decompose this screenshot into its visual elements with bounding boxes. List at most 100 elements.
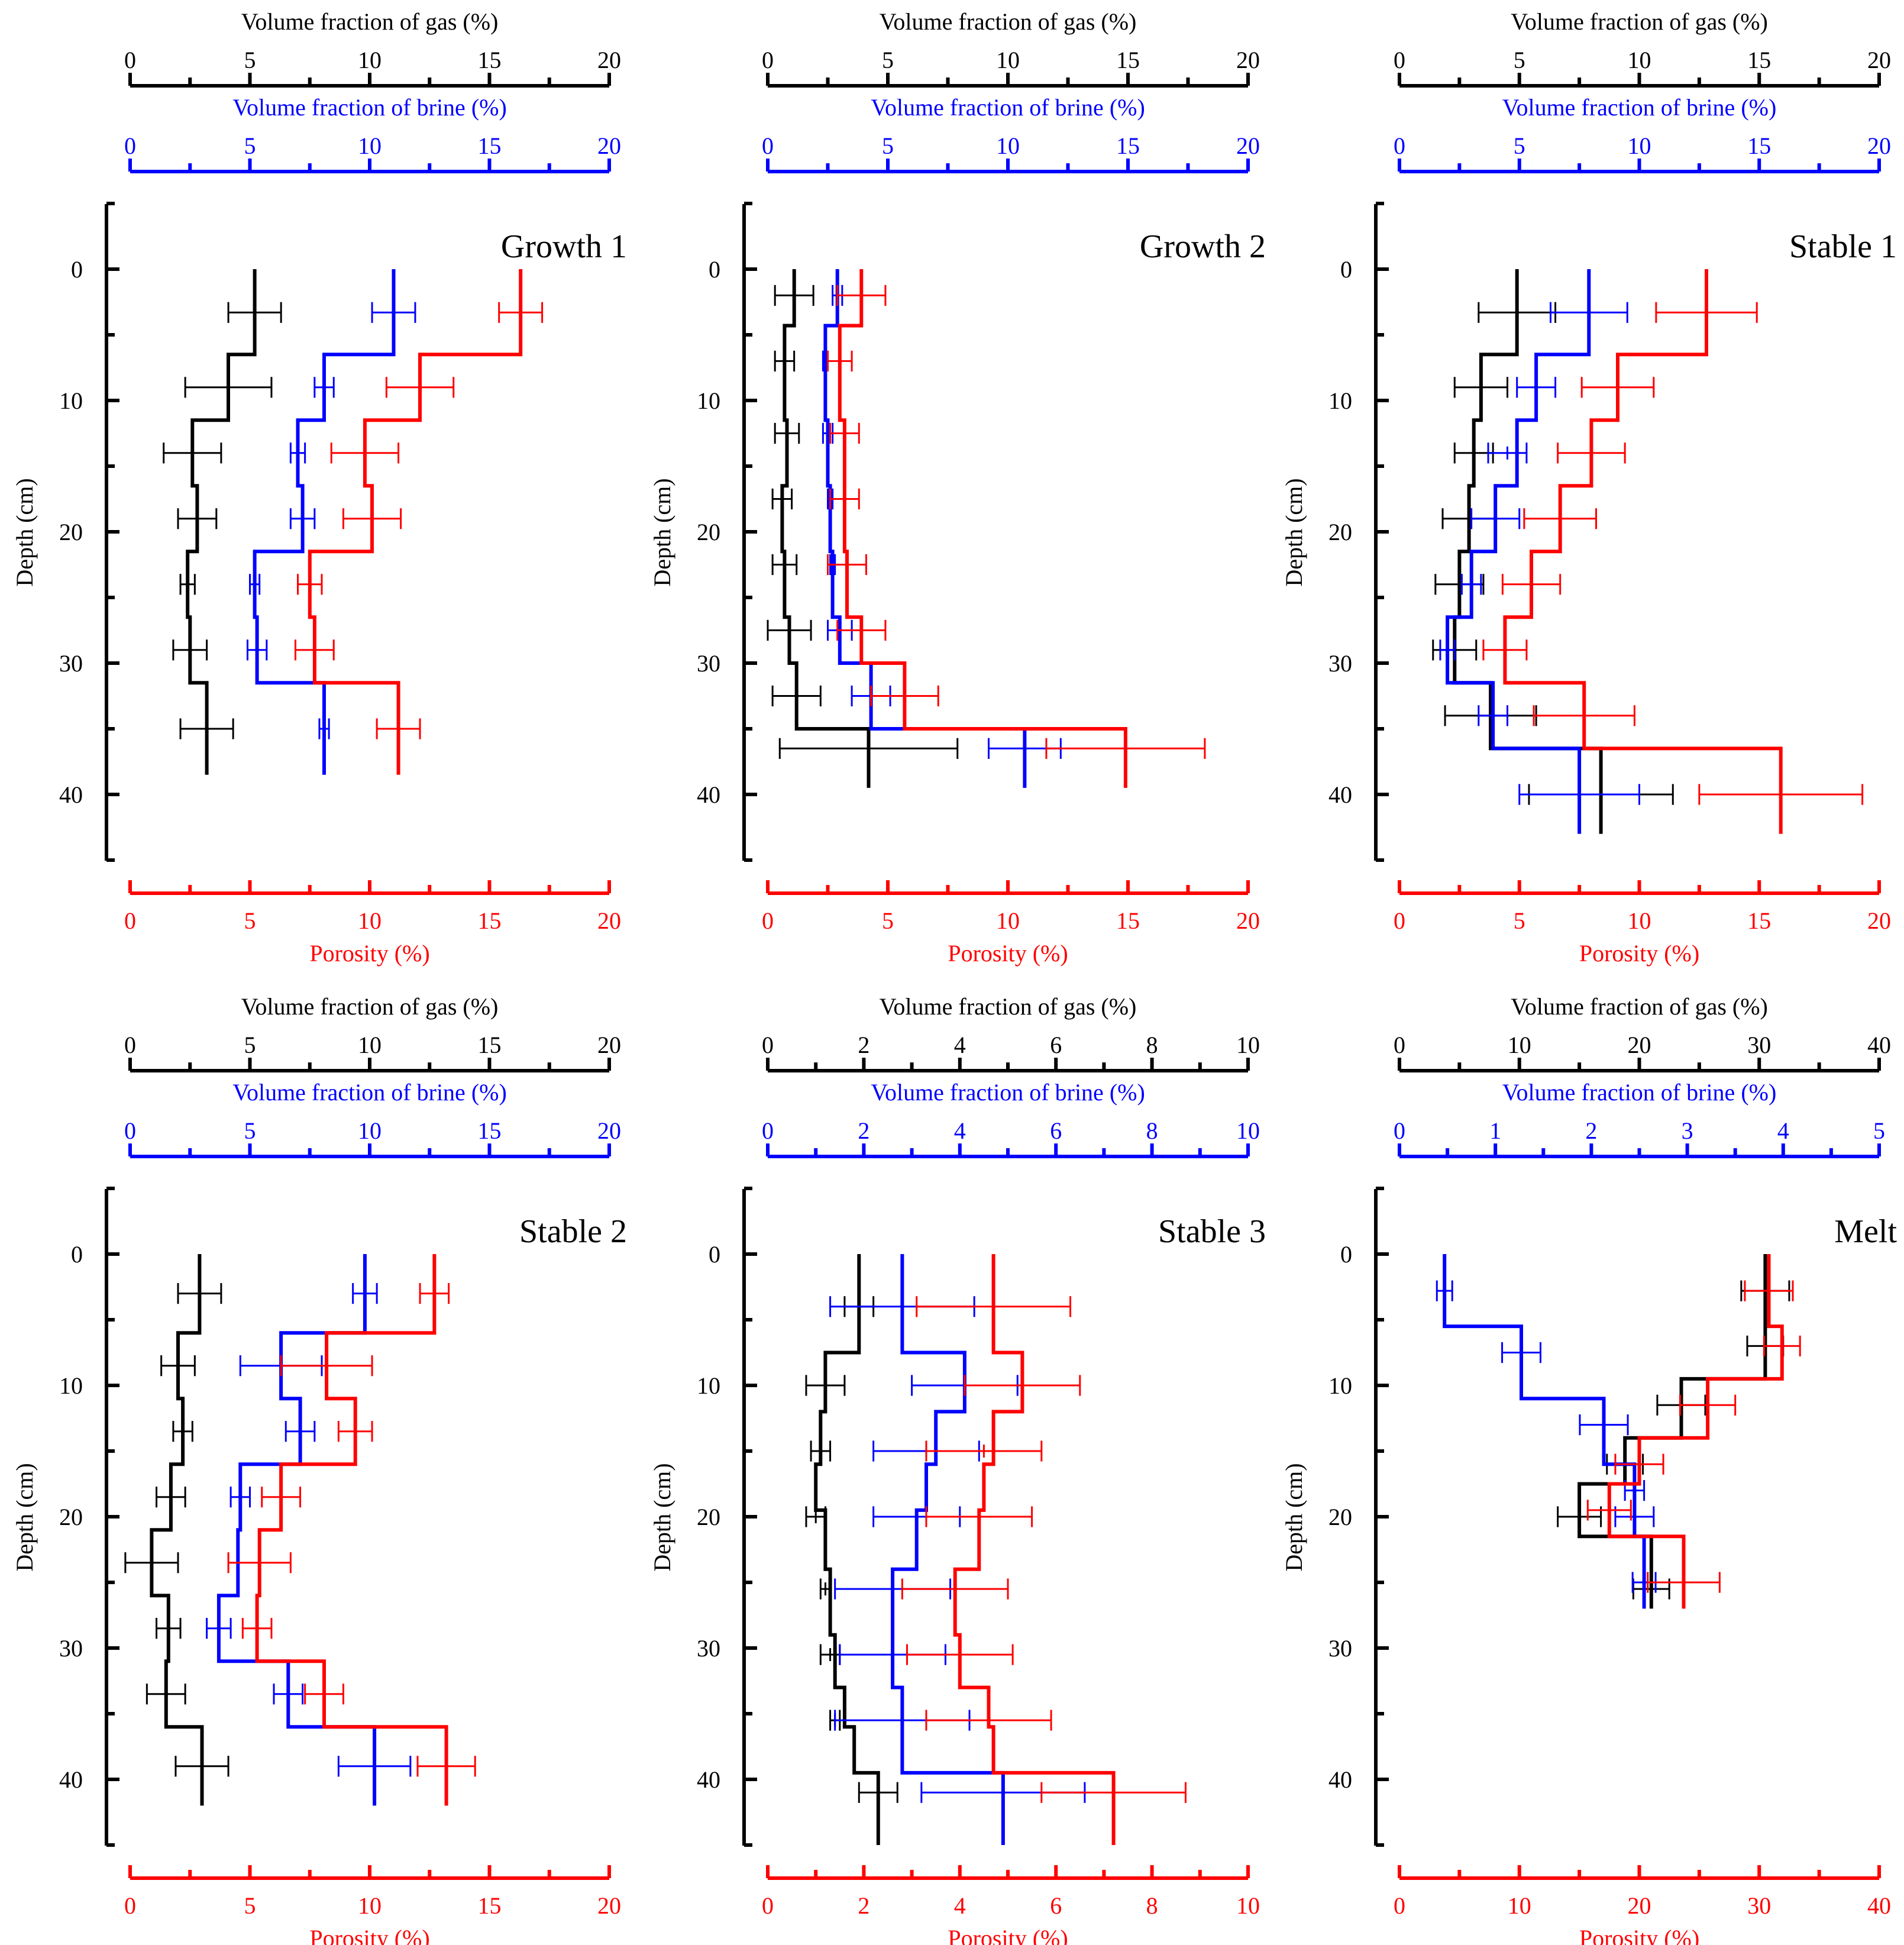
porosity-axis-title: Porosity (%) [948,1925,1068,1945]
porosity-tick-label: 0 [124,907,136,934]
brine-error-bar [229,1487,251,1508]
panel-title: Melt [1834,1213,1897,1250]
brine-error-bar [1487,442,1528,464]
depth-tick-label: 30 [697,650,720,677]
panel-3: 0 5 10 15 20 Volume fraction of gas (%) 0 5 10 15… [1281,8,1897,967]
gas-error-bar [160,1355,196,1377]
gas-error-bar [805,1506,826,1527]
brine-error-bar [1516,377,1557,398]
brine-tick-label: 20 [1867,133,1891,159]
depth-tick-label: 30 [59,1635,83,1662]
gas-error-bar [771,685,822,707]
depth-tick-label: 0 [71,1241,83,1268]
gas-error-bar [819,1578,832,1600]
porosity-error-bar [419,1283,450,1304]
brine-error-bar [206,1618,232,1639]
porosity-tick-label: 15 [1116,907,1140,934]
gas-tick-label: 2 [858,1032,869,1058]
brine-error-bar [313,377,335,398]
depth-tick-label: 40 [1328,1766,1352,1793]
gas-error-bar [177,508,218,529]
gas-tick-label: 15 [478,1032,502,1058]
depth-tick-label: 40 [59,781,83,808]
brine-tick-label: 15 [478,1117,502,1144]
gas-error-bar [156,1618,182,1639]
porosity-error-bar [1586,1500,1632,1521]
brine-tick-label: 0 [762,1117,774,1144]
depth-tick-label: 10 [59,387,83,414]
depth-tick-label: 30 [1328,650,1352,677]
gas-error-bar [771,554,798,576]
depth-tick-label: 10 [697,387,720,414]
porosity-tick-label: 10 [1628,907,1651,934]
gas-error-bar [778,738,959,759]
gas-tick-label: 40 [1867,1032,1891,1058]
porosity-tick-label: 10 [1508,1892,1531,1919]
gas-tick-label: 15 [478,47,502,73]
porosity-axis-title: Porosity (%) [309,1925,429,1945]
porosity-tick-label: 20 [597,907,621,934]
gas-tick-label: 5 [882,47,894,73]
porosity-tick-label: 15 [1747,907,1771,934]
brine-error-bar [318,718,330,739]
gas-error-bar [146,1684,186,1705]
porosity-error-bar [1580,377,1655,398]
gas-profile-line [150,1254,204,1806]
porosity-axis-title: Porosity (%) [309,940,429,967]
porosity-error-bar [297,574,323,595]
brine-tick-label: 5 [1514,133,1525,159]
brine-profile-line [1443,1254,1646,1609]
porosity-tick-label: 10 [996,907,1020,934]
brine-profile-line [216,1254,377,1806]
porosity-tick-label: 15 [478,907,502,934]
gas-axis-title: Volume fraction of gas (%) [880,8,1137,35]
porosity-tick-label: 10 [358,907,382,934]
brine-tick-label: 20 [597,1117,621,1144]
porosity-error-bar [280,1355,373,1377]
brine-profile-line [823,269,1027,788]
brine-tick-label: 3 [1682,1117,1693,1144]
porosity-error-bar [1614,1453,1664,1475]
porosity-tick-label: 0 [124,1892,136,1919]
gas-tick-label: 8 [1146,1032,1158,1058]
gas-tick-label: 15 [1747,47,1771,73]
depth-tick-label: 20 [59,519,83,545]
depth-tick-label: 30 [1328,1635,1352,1662]
porosity-error-bar [827,350,853,371]
depth-axis-title: Depth (cm) [1281,478,1307,586]
porosity-error-bar [1647,1572,1721,1593]
brine-axis-title: Volume fraction of brine (%) [1502,94,1777,121]
gas-tick-label: 4 [954,1032,966,1058]
brine-error-bar [1518,784,1640,805]
porosity-profile-line [255,1254,448,1806]
gas-error-bar [172,1421,193,1442]
gas-error-bar [774,350,796,371]
porosity-tick-label: 0 [762,907,774,934]
brine-error-bar [249,574,261,595]
gas-tick-label: 6 [1050,1032,1062,1058]
panel-2: 0 5 10 15 20 Volume fraction of gas (%) 0 5 10 15… [649,8,1266,967]
depth-tick-label: 0 [709,256,720,283]
brine-error-bar [273,1684,304,1705]
porosity-profile-line [838,269,1127,788]
porosity-tick-label: 8 [1146,1892,1158,1919]
gas-tick-label: 0 [1394,1032,1405,1058]
panel-title: Stable 1 [1789,228,1897,265]
brine-error-bar [1470,508,1521,529]
gas-tick-label: 15 [1116,47,1140,73]
gas-tick-label: 10 [996,47,1020,73]
gas-error-bar [174,1756,229,1777]
brine-axis-title: Volume fraction of brine (%) [1502,1079,1777,1106]
porosity-error-bar [337,1421,373,1442]
brine-axis-title: Volume fraction of brine (%) [871,1079,1145,1106]
gas-error-bar [805,1375,846,1396]
porosity-tick-label: 5 [1514,907,1525,934]
porosity-error-bar [829,422,860,444]
brine-tick-label: 0 [124,1117,136,1144]
porosity-axis-title: Porosity (%) [1579,940,1699,967]
porosity-tick-label: 20 [1867,907,1891,934]
porosity-error-bar [870,685,939,707]
porosity-tick-label: 0 [1394,1892,1405,1919]
porosity-error-bar [1698,784,1864,805]
brine-error-bar [337,1756,412,1777]
